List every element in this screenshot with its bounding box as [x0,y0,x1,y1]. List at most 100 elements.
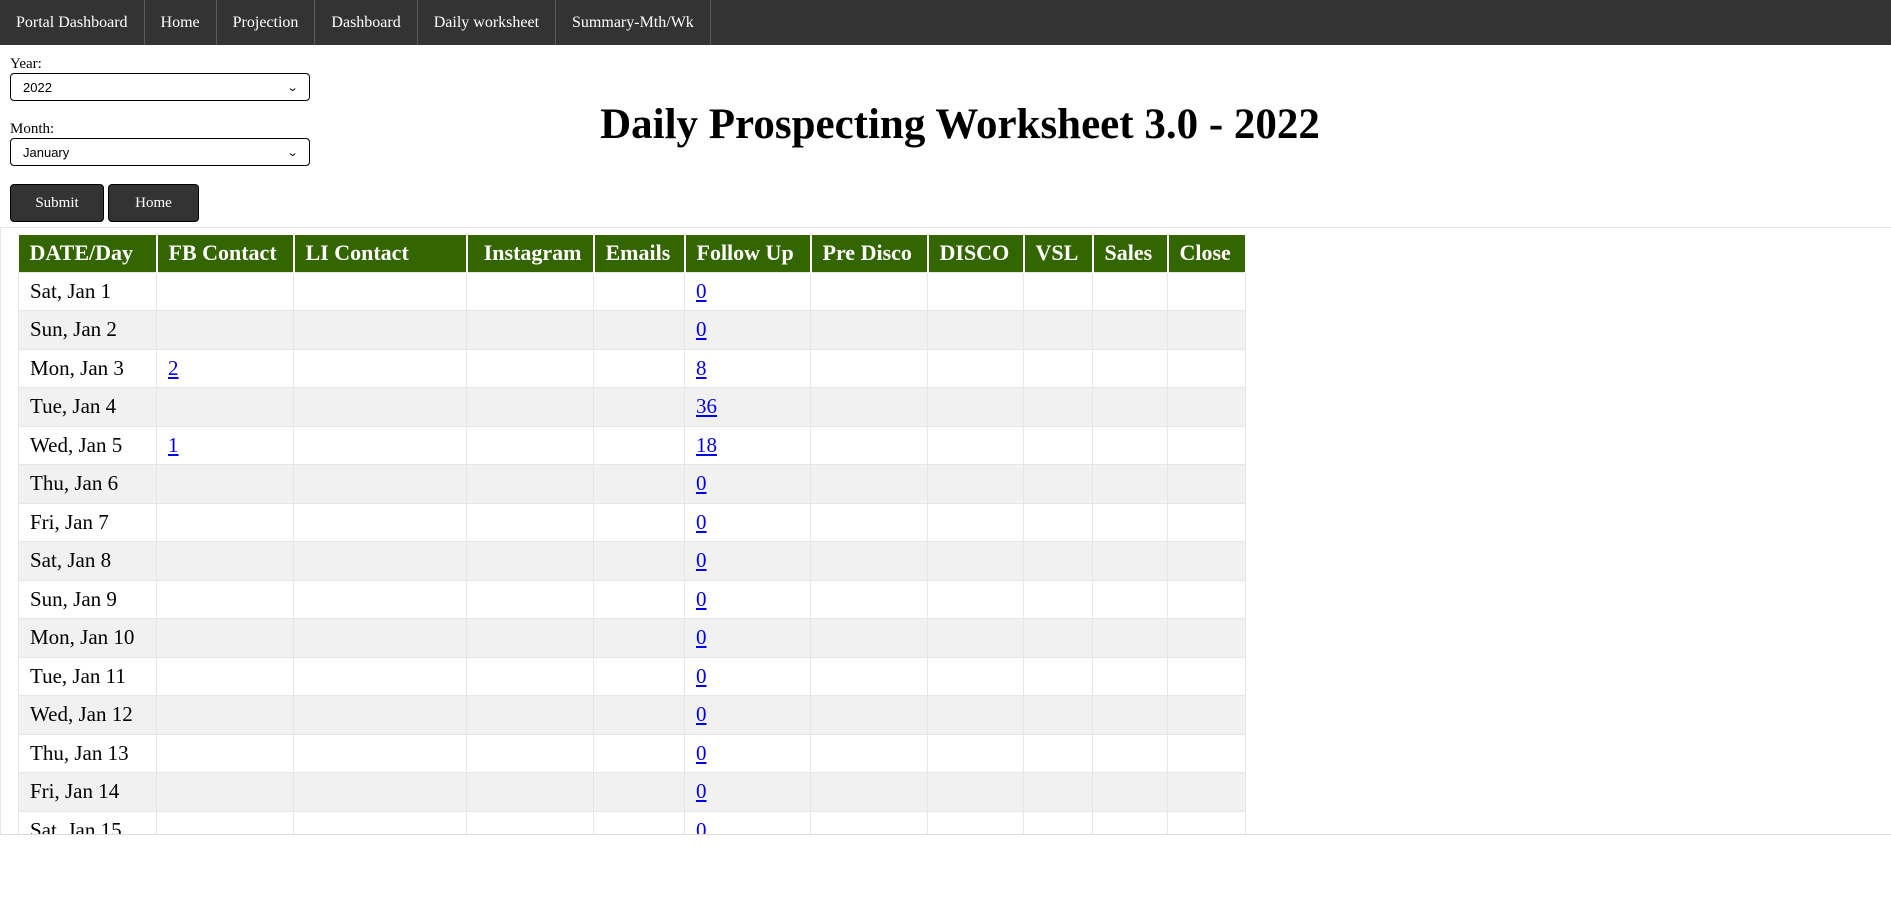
fb-contact-cell: 2 [156,348,294,388]
follow-up-link[interactable]: 0 [696,663,707,688]
table-row: Sat, Jan 1 0 [18,271,1246,311]
pre-disco-cell [810,502,928,542]
li-contact-cell [293,810,467,834]
follow-up-cell: 0 [684,502,811,542]
fb-contact-cell [156,618,294,658]
follow-up-cell: 0 [684,541,811,581]
emails-cell [593,579,685,619]
fb-contact-link[interactable]: 1 [168,432,179,457]
disco-cell [927,810,1024,834]
fb-contact-cell [156,695,294,735]
vsl-cell [1023,695,1093,735]
fb-contact-cell [156,387,294,427]
li-contact-cell [293,656,467,696]
pre-disco-cell [810,810,928,834]
instagram-cell [466,656,594,696]
sales-cell [1092,810,1168,834]
vsl-cell [1023,579,1093,619]
nav-dashboard[interactable]: Dashboard [315,0,418,45]
pre-disco-cell [810,348,928,388]
col-header-emails: Emails [593,235,686,272]
col-header-close: Close [1167,235,1247,272]
close-cell [1167,772,1246,812]
pre-disco-cell [810,387,928,427]
close-cell [1167,387,1246,427]
home-button[interactable]: Home [108,184,199,222]
date-cell: Mon, Jan 3 [18,348,157,388]
follow-up-cell: 0 [684,310,811,350]
year-select[interactable]: 2022 ⌄ [10,73,310,101]
vsl-cell [1023,425,1093,465]
pre-disco-cell [810,618,928,658]
sales-cell [1092,656,1168,696]
nav-portal-dashboard[interactable]: Portal Dashboard [0,0,145,45]
pre-disco-cell [810,772,928,812]
follow-up-cell: 0 [684,618,811,658]
vsl-cell [1023,310,1093,350]
fb-contact-link[interactable]: 2 [168,355,179,380]
follow-up-link[interactable]: 0 [696,817,707,835]
close-cell [1167,425,1246,465]
fb-contact-cell [156,772,294,812]
table-row: Tue, Jan 11 0 [18,656,1246,696]
li-contact-cell [293,695,467,735]
vsl-cell [1023,464,1093,504]
follow-up-link[interactable]: 0 [696,509,707,534]
follow-up-link[interactable]: 0 [696,702,707,727]
li-contact-cell [293,772,467,812]
vsl-cell [1023,502,1093,542]
date-cell: Tue, Jan 11 [18,656,157,696]
follow-up-link[interactable]: 0 [696,278,707,303]
emails-cell [593,425,685,465]
instagram-cell [466,541,594,581]
date-cell: Wed, Jan 5 [18,425,157,465]
follow-up-link[interactable]: 0 [696,625,707,650]
table-row: Wed, Jan 5 1 18 [18,425,1246,465]
table-row: Mon, Jan 3 2 8 [18,348,1246,388]
sales-cell [1092,310,1168,350]
follow-up-cell: 0 [684,656,811,696]
instagram-cell [466,772,594,812]
nav-daily-worksheet[interactable]: Daily worksheet [418,0,557,45]
disco-cell [927,579,1024,619]
nav-projection[interactable]: Projection [217,0,316,45]
disco-cell [927,425,1024,465]
vsl-cell [1023,656,1093,696]
col-header-li-contact: LI Contact [293,235,468,272]
follow-up-cell: 8 [684,348,811,388]
follow-up-link[interactable]: 0 [696,317,707,342]
date-cell: Fri, Jan 7 [18,502,157,542]
disco-cell [927,310,1024,350]
nav-home[interactable]: Home [145,0,217,45]
instagram-cell [466,502,594,542]
pre-disco-cell [810,733,928,773]
sales-cell [1092,618,1168,658]
disco-cell [927,656,1024,696]
follow-up-link[interactable]: 0 [696,471,707,496]
month-select[interactable]: January ⌄ [10,138,310,166]
close-cell [1167,310,1246,350]
follow-up-link[interactable]: 0 [696,779,707,804]
follow-up-link[interactable]: 8 [696,355,707,380]
emails-cell [593,656,685,696]
nav-summary-mth-wk[interactable]: Summary-Mth/Wk [556,0,711,45]
pre-disco-cell [810,425,928,465]
follow-up-link[interactable]: 0 [696,586,707,611]
follow-up-link[interactable]: 18 [696,432,717,457]
sales-cell [1092,695,1168,735]
instagram-cell [466,387,594,427]
date-cell: Thu, Jan 13 [18,733,157,773]
li-contact-cell [293,579,467,619]
follow-up-link[interactable]: 0 [696,740,707,765]
emails-cell [593,348,685,388]
vsl-cell [1023,733,1093,773]
instagram-cell [466,618,594,658]
follow-up-cell: 0 [684,772,811,812]
col-header-date-day: DATE/Day [18,235,158,272]
disco-cell [927,348,1024,388]
instagram-cell [466,271,594,311]
emails-cell [593,387,685,427]
submit-button[interactable]: Submit [10,184,104,222]
follow-up-link[interactable]: 36 [696,394,717,419]
follow-up-link[interactable]: 0 [696,548,707,573]
